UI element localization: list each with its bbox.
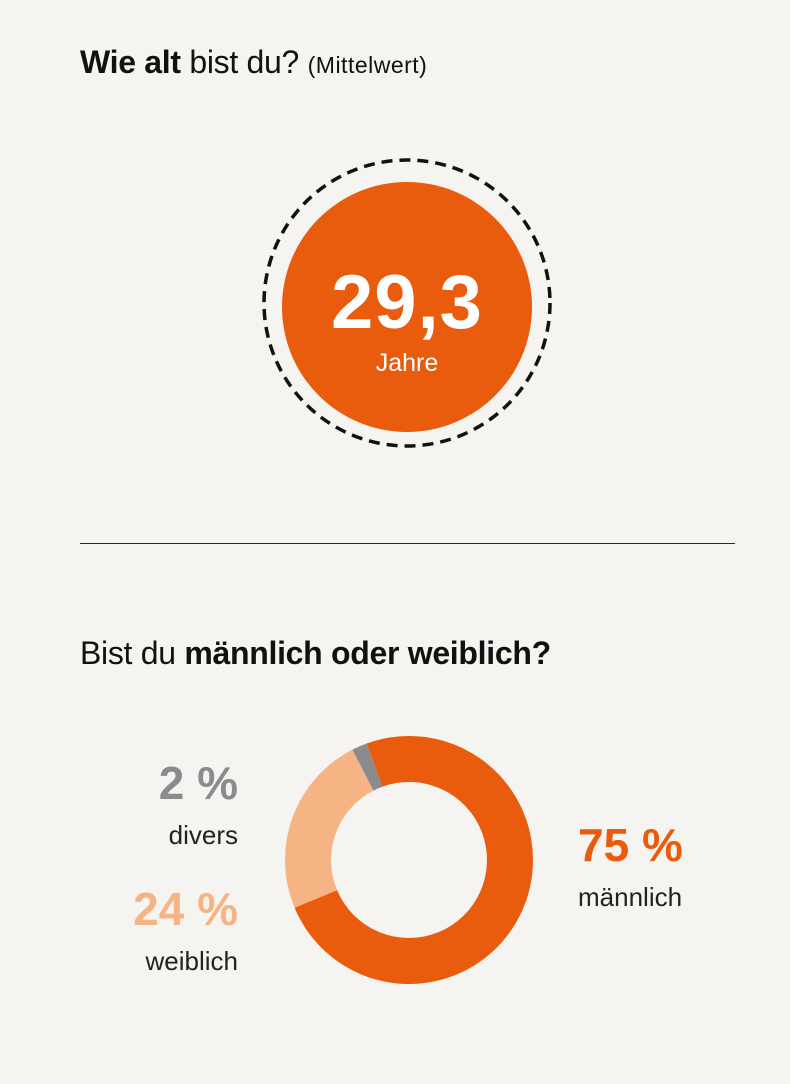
age-unit-label: Jahre (375, 349, 439, 377)
question-age-rest: bist du? (189, 44, 300, 80)
slice-divers (352, 743, 383, 791)
question-gender-bold: männlich oder weiblich? (184, 635, 551, 671)
age-mean-value: 29,3 (331, 260, 483, 345)
question-age-title: Wie alt bist du? (Mittelwert) (80, 40, 427, 87)
slice-weiblich (285, 749, 374, 908)
question-gender-start: Bist du (80, 635, 176, 671)
label-weiblich-percent: 24 % (133, 883, 238, 935)
question-age-note: (Mittelwert) (307, 52, 428, 78)
label-maennlich-name: männlich (578, 882, 683, 912)
question-gender-title: Bist du männlich oder weiblich? (80, 630, 551, 676)
question-age-bold: Wie alt (80, 44, 181, 80)
label-divers-name: divers (168, 820, 238, 850)
label-weiblich-name: weiblich (145, 946, 239, 976)
gender-donut-chart (285, 736, 533, 984)
age-circle (282, 182, 532, 432)
age-dashed-ring (262, 158, 552, 448)
slice-maennlich (294, 736, 533, 984)
label-maennlich-percent: 75 % (578, 819, 683, 871)
section-divider (80, 543, 735, 544)
label-divers-percent: 2 % (158, 757, 238, 809)
